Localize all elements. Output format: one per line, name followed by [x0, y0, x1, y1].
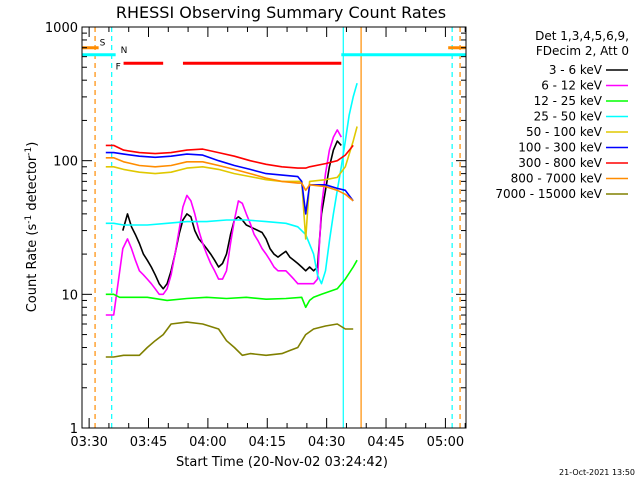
legend-label-6-12-kev: 6 - 12 keV	[541, 79, 603, 93]
series-line-3-6-kev	[122, 140, 342, 290]
x-axis: 03:30 03:45 04:00 04:15 04:30 04:45 05:00	[70, 27, 466, 450]
footer-timestamp: 21-Oct-2021 13:50	[559, 468, 635, 477]
legend-label-300-800-kev: 300 - 800 keV	[518, 156, 602, 170]
series-line-50-100-kev	[105, 126, 358, 240]
series-line-800-7000-kev	[105, 157, 354, 202]
legend-label-50-100-kev: 50 - 100 keV	[526, 125, 603, 139]
y-tick-label: 100	[53, 155, 78, 170]
series-line-100-300-kev	[105, 151, 354, 215]
y-tick-label: 10	[61, 288, 78, 303]
legend-header-line-1: Det 1,3,4,5,6,9,	[535, 29, 629, 43]
x-tick-label: 04:00	[189, 435, 226, 450]
legend-label-25-50-kev: 25 - 50 keV	[534, 110, 603, 124]
x-tick-label: 03:45	[130, 435, 167, 450]
chart-title: RHESSI Observing Summary Count Rates	[116, 3, 446, 22]
series-line-300-800-kev	[105, 144, 354, 169]
x-axis-label: Start Time (20-Nov-02 03:24:42)	[176, 455, 388, 470]
legend-label-100-300-kev: 100 - 300 keV	[518, 141, 602, 155]
x-tick-label: 04:30	[308, 435, 345, 450]
x-tick-label: 04:45	[367, 435, 404, 450]
series-line-7000-15000-kev	[105, 321, 354, 358]
y-axis: 1 10 100 1000	[45, 21, 466, 437]
series-line-12-25-kev	[105, 259, 358, 309]
legend-label-7000-15000-kev: 7000 - 15000 keV	[495, 187, 602, 201]
x-tick-label: 03:30	[70, 435, 107, 450]
flag-label-s: S	[100, 39, 106, 49]
plot-area: S NF	[82, 27, 466, 428]
legend-label-12-25-kev: 12 - 25 keV	[534, 94, 603, 108]
series-line-6-12-kev	[105, 129, 342, 316]
y-tick-label: 1	[70, 422, 78, 437]
x-tick-label: 05:00	[427, 435, 464, 450]
legend: Det 1,3,4,5,6,9, FDecim 2, Att 0 3 - 6 k…	[495, 29, 629, 201]
y-axis-label: Count Rate (s-1 detector-1)	[24, 142, 40, 313]
legend-label-3-6-kev: 3 - 6 keV	[549, 63, 603, 77]
y-tick-label: 1000	[45, 21, 78, 36]
x-tick-label: 04:15	[249, 435, 286, 450]
plot-frame	[81, 26, 467, 429]
flag-label-n: N	[121, 46, 128, 56]
flag-label-f: F	[116, 62, 121, 72]
legend-label-800-7000-kev: 800 - 7000 keV	[511, 172, 603, 186]
legend-header-line-2: FDecim 2, Att 0	[536, 44, 629, 58]
